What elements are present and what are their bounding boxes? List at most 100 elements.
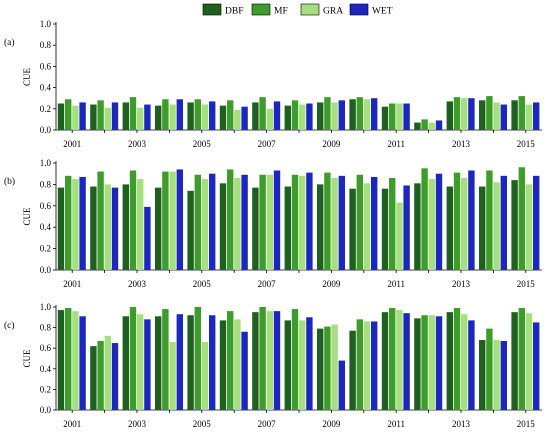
x-tick-label: 2007 — [258, 139, 277, 149]
y-axis-title: CUE — [22, 67, 32, 86]
bar-dbf-2015 — [511, 312, 518, 410]
bar-gra-2008 — [299, 175, 306, 270]
x-tick-label: 2011 — [387, 419, 405, 429]
bar-wet-2006 — [241, 106, 248, 130]
bar-dbf-2003 — [122, 316, 129, 410]
bar-dbf-2005 — [187, 102, 194, 130]
x-tick-label: 2015 — [517, 139, 536, 149]
bar-wet-2011 — [403, 185, 410, 270]
bar-gra-2002 — [104, 107, 111, 130]
bar-gra-2004 — [169, 171, 176, 270]
bar-dbf-2009 — [317, 328, 324, 410]
bar-wet-2007 — [273, 170, 281, 270]
bar-gra-2008 — [299, 320, 306, 410]
bar-wet-2015 — [533, 102, 540, 130]
x-tick-label: 2013 — [452, 139, 471, 149]
bar-gra-2007 — [266, 311, 273, 410]
bar-dbf-2004 — [155, 105, 162, 130]
bar-mf-2008 — [291, 309, 299, 410]
bar-dbf-2011 — [381, 312, 389, 410]
bar-gra-2012 — [428, 122, 435, 130]
bar-dbf-2005 — [187, 190, 194, 270]
legend-swatch-mf — [251, 3, 271, 16]
bar-gra-2001 — [72, 311, 79, 410]
bar-gra-2011 — [396, 202, 403, 270]
bar-wet-2014 — [500, 104, 507, 130]
y-tick-label: 0.4 — [40, 83, 52, 93]
x-tick-label: 2001 — [63, 279, 81, 289]
bar-mf-2014 — [486, 170, 493, 270]
bar-mf-2006 — [227, 169, 234, 270]
bar-dbf-2006 — [219, 320, 227, 410]
bar-gra-2006 — [234, 177, 241, 270]
bar-mf-2001 — [65, 99, 72, 130]
y-tick-label: 0.6 — [40, 343, 52, 353]
bar-dbf-2014 — [479, 339, 486, 410]
bar-dbf-2002 — [90, 346, 97, 410]
bar-mf-2002 — [97, 100, 104, 130]
bar-wet-2008 — [306, 172, 313, 270]
bar-gra-2012 — [428, 179, 435, 270]
bar-wet-2002 — [111, 187, 119, 270]
bar-dbf-2002 — [90, 104, 97, 130]
bar-wet-2005 — [209, 173, 216, 270]
bar-gra-2006 — [234, 109, 241, 130]
bar-wet-2009 — [338, 175, 345, 270]
y-axis-title: CUE — [22, 349, 32, 368]
bar-wet-2014 — [500, 340, 507, 410]
bar-mf-2008 — [291, 100, 299, 130]
x-tick-label: 2013 — [452, 279, 471, 289]
bar-wet-2002 — [111, 102, 119, 130]
bar-gra-2005 — [201, 104, 209, 130]
bar-mf-2006 — [227, 100, 234, 130]
x-tick-label: 2005 — [193, 279, 212, 289]
bar-mf-2013 — [453, 97, 461, 130]
bar-mf-2007 — [259, 307, 266, 410]
bar-mf-2011 — [389, 103, 396, 130]
bar-wet-2003 — [144, 104, 151, 130]
bar-wet-2015 — [533, 175, 540, 270]
bar-mf-2003 — [129, 307, 137, 410]
bar-wet-2012 — [435, 120, 443, 130]
bar-dbf-2015 — [511, 100, 518, 130]
legend-swatch-dbf — [202, 3, 222, 16]
legend-swatch-gra — [300, 3, 320, 16]
bar-dbf-2011 — [381, 106, 389, 130]
bar-gra-2002 — [104, 184, 111, 270]
bar-mf-2002 — [97, 340, 104, 410]
x-tick-label: 2015 — [517, 419, 536, 429]
bar-dbf-2007 — [252, 187, 259, 270]
x-tick-label: 2005 — [193, 139, 212, 149]
y-tick-label: 1.0 — [40, 158, 52, 168]
bar-dbf-2001 — [57, 103, 65, 130]
bar-mf-2003 — [129, 97, 137, 130]
bar-mf-2014 — [486, 96, 493, 130]
bar-dbf-2003 — [122, 184, 129, 270]
panel-label: (c) — [4, 320, 15, 331]
bar-dbf-2005 — [187, 315, 194, 410]
bar-wet-2015 — [533, 322, 540, 410]
x-tick-label: 2005 — [193, 419, 212, 429]
bar-wet-2006 — [241, 174, 248, 270]
x-tick-label: 2015 — [517, 279, 536, 289]
bar-mf-2007 — [259, 174, 266, 270]
chart-legend: DBF MF GRA WET — [202, 3, 393, 17]
y-tick-label: 0.4 — [40, 364, 52, 374]
bar-dbf-2010 — [349, 188, 356, 270]
bar-mf-2003 — [129, 170, 137, 270]
bar-gra-2001 — [72, 179, 79, 270]
y-tick-label: 0.8 — [40, 40, 52, 50]
bar-gra-2015 — [525, 313, 533, 410]
bar-wet-2004 — [176, 99, 183, 130]
bar-mf-2012 — [421, 315, 428, 410]
bar-mf-2005 — [194, 99, 201, 130]
bar-mf-2013 — [453, 172, 461, 270]
y-tick-label: 0.6 — [40, 61, 52, 71]
bar-wet-2007 — [273, 311, 281, 410]
bar-mf-2015 — [518, 308, 525, 410]
bar-mf-2010 — [356, 97, 363, 130]
bar-wet-2003 — [144, 319, 151, 410]
bar-gra-2002 — [104, 335, 111, 410]
bar-mf-2001 — [65, 175, 72, 270]
bar-dbf-2009 — [317, 102, 324, 130]
